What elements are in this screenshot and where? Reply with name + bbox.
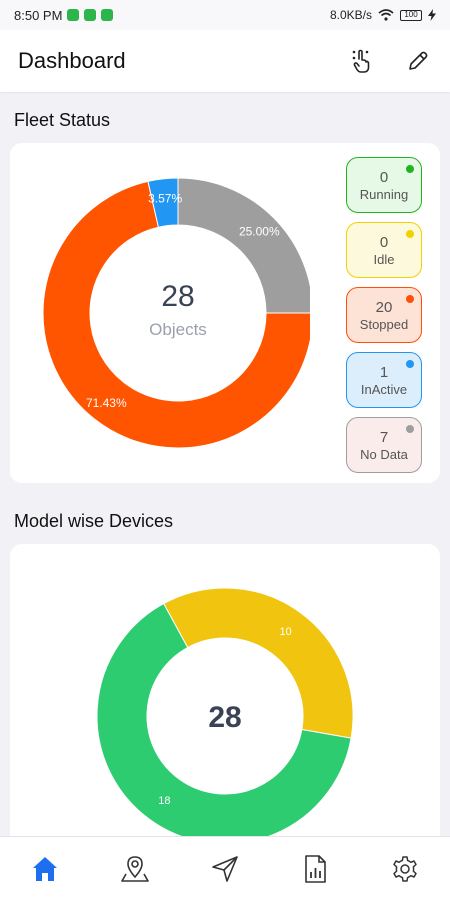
legend-no-data[interactable]: 7 No Data	[346, 417, 422, 473]
model-data-label: 10	[280, 626, 292, 638]
model-data-label: 18	[158, 795, 170, 807]
edit-icon	[409, 51, 428, 70]
model-devices-chart: 10 18 28	[96, 587, 354, 844]
legend-dot	[406, 230, 414, 238]
header-actions	[348, 47, 432, 75]
fleet-status-title: Fleet Status	[14, 110, 111, 130]
legend-stopped[interactable]: 20 Stopped	[346, 287, 422, 343]
nav-reports[interactable]	[295, 849, 335, 889]
legend-dot	[406, 425, 414, 433]
fleet-data-label: 25.00%	[239, 225, 280, 239]
legend-count: 1	[379, 364, 389, 381]
status-bar: 8:50 PM 8.0KB/s 100	[0, 0, 450, 30]
home-icon	[33, 856, 57, 881]
report-icon	[305, 854, 326, 883]
map-pin-icon	[121, 855, 149, 882]
status-right: 8.0KB/s 100	[330, 8, 436, 22]
page-title: Dashboard	[18, 48, 126, 73]
notification-app-icon-2	[101, 9, 114, 21]
legend-running[interactable]: 0 Running	[346, 157, 422, 213]
nav-navigation[interactable]	[205, 849, 245, 889]
fleet-total-label: Objects	[149, 320, 207, 339]
status-left: 8:50 PM	[14, 7, 114, 23]
model-devices-card: 10 18 28	[10, 544, 440, 844]
legend-count: 0	[379, 234, 389, 251]
model-devices-title: Model wise Devices	[14, 511, 174, 531]
navigation-icon	[212, 855, 238, 882]
wifi-icon	[378, 9, 394, 21]
legend-idle[interactable]: 0 Idle	[346, 222, 422, 278]
battery-icon: 100	[400, 9, 422, 21]
legend-count: 20	[375, 299, 393, 316]
bottom-navigation	[0, 836, 450, 900]
edit-button[interactable]	[404, 47, 432, 75]
legend-label: Stopped	[359, 317, 409, 332]
fleet-total: 28	[161, 280, 194, 313]
legend-label: Running	[359, 187, 409, 202]
whatsapp-icon	[84, 9, 97, 21]
fleet-status-legend: 0 Running 0 Idle 20 Stopped 1 InActive 7…	[346, 157, 422, 473]
model-slice-0[interactable]	[163, 587, 354, 739]
fleet-slice-no-data[interactable]	[177, 177, 310, 314]
legend-count: 0	[379, 169, 389, 186]
fleet-data-label: 3.57%	[148, 192, 182, 206]
legend-label: No Data	[360, 447, 408, 462]
touch-icon	[352, 49, 370, 73]
touch-button[interactable]	[348, 47, 376, 75]
fleet-data-label: 71.43%	[86, 396, 127, 410]
legend-label: Idle	[373, 252, 395, 267]
app-header: Dashboard	[0, 30, 450, 92]
fleet-status-card: 25.00% 71.43% 3.57% 28 Objects 0 Running 0 …	[10, 143, 440, 483]
legend-count: 7	[379, 429, 389, 446]
legend-dot	[406, 295, 414, 303]
legend-dot	[406, 165, 414, 173]
nav-settings[interactable]	[385, 849, 425, 889]
legend-label: InActive	[360, 382, 408, 397]
model-total: 28	[208, 701, 241, 734]
fleet-slice-stopped[interactable]	[42, 180, 310, 449]
notification-app-icon	[67, 9, 80, 21]
status-time: 8:50 PM	[14, 7, 63, 23]
settings-icon	[393, 855, 417, 882]
legend-dot	[406, 360, 414, 368]
fleet-status-chart: 25.00% 71.43% 3.57% 28 Objects	[42, 177, 310, 449]
nav-home[interactable]	[25, 849, 65, 889]
legend-inactive[interactable]: 1 InActive	[346, 352, 422, 408]
fleet-slice-inactive[interactable]	[147, 177, 179, 228]
nav-map[interactable]	[115, 849, 155, 889]
network-speed: 8.0KB/s	[329, 8, 372, 22]
charging-icon	[428, 9, 436, 21]
